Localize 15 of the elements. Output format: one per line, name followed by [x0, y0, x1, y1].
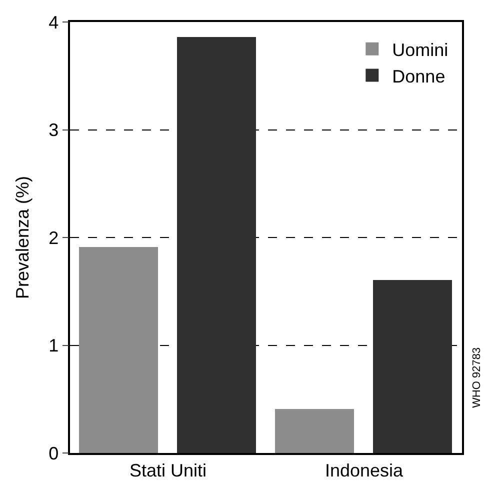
- text: WHO 92783: [471, 347, 484, 408]
- legend-label: Uomini: [392, 40, 448, 60]
- bar: [79, 247, 158, 453]
- y-tick-label: 0: [48, 443, 59, 464]
- legend-label: Donne: [392, 66, 446, 86]
- bar: [373, 280, 452, 453]
- bar: [275, 409, 354, 453]
- bar: [177, 37, 256, 453]
- y-axis-title: Prevalenza (%): [12, 176, 32, 300]
- y-tick-label: 2: [48, 228, 59, 248]
- x-tick-label: Indonesia: [324, 460, 404, 480]
- x-tick-label: Stati Uniti: [129, 460, 207, 480]
- y-tick-label: 4: [48, 12, 59, 32]
- y-tick-label: 3: [48, 120, 59, 140]
- y-tick-label: 1: [48, 336, 59, 356]
